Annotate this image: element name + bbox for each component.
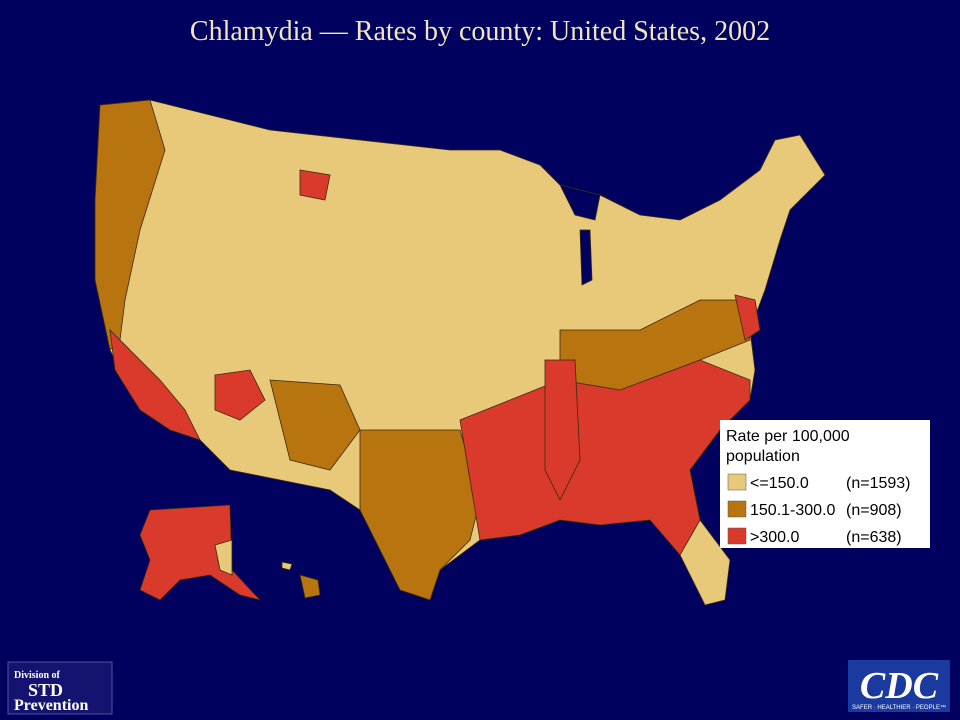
logo-text: Division of — [14, 670, 61, 681]
region-great-lakes — [559, 184, 601, 221]
region-mississippi — [544, 359, 581, 501]
title: Chlamydia — Rates by county: United Stat… — [190, 16, 770, 47]
legend-items: <=150.0 (n=1593) 150.1-300.0 (n=908) >300.0 (… — [727, 473, 911, 546]
logo-box — [848, 660, 950, 712]
alaska-south — [214, 539, 233, 576]
map — [94, 99, 826, 606]
region-southeast-mix — [559, 299, 751, 391]
logo-text: STD — [28, 680, 63, 700]
logo-box — [7, 661, 113, 715]
region-southwest-2 — [269, 379, 361, 471]
legend-swatch — [727, 527, 747, 545]
legend-swatch — [727, 473, 747, 491]
legend-count: (n=638) — [846, 529, 902, 546]
region-southwest — [214, 369, 266, 421]
legend-count: (n=1593) — [846, 475, 911, 492]
region-northeast — [734, 294, 761, 341]
legend-label: >300.0 — [750, 529, 799, 546]
region-california — [109, 328, 201, 441]
lake-michigan — [579, 229, 593, 286]
legend-title: population — [726, 448, 800, 465]
legend-swatch — [727, 500, 747, 518]
legend-label: <=150.0 — [750, 475, 809, 492]
logo-text: CDC — [860, 665, 939, 707]
division-logo: Division of STD Prevention — [7, 661, 113, 715]
legend-count: (n=908) — [846, 502, 902, 519]
legend-title: Rate per 100,000 — [726, 428, 850, 445]
legend: Rate per 100,000 population <=150.0 (n=15… — [720, 420, 930, 548]
logo-text: SAFER · HEALTHIER · PEOPLE™ — [852, 704, 946, 711]
cdc-logo: CDC SAFER · HEALTHIER · PEOPLE™ — [848, 660, 950, 712]
hawaii-2 — [281, 561, 293, 571]
region-west-coast — [94, 99, 166, 351]
logo-text: Prevention — [14, 697, 88, 714]
region-montana — [299, 169, 331, 201]
hawaii-1 — [299, 574, 321, 599]
legend-box — [720, 420, 930, 548]
legend-label: 150.1-300.0 — [750, 502, 836, 519]
